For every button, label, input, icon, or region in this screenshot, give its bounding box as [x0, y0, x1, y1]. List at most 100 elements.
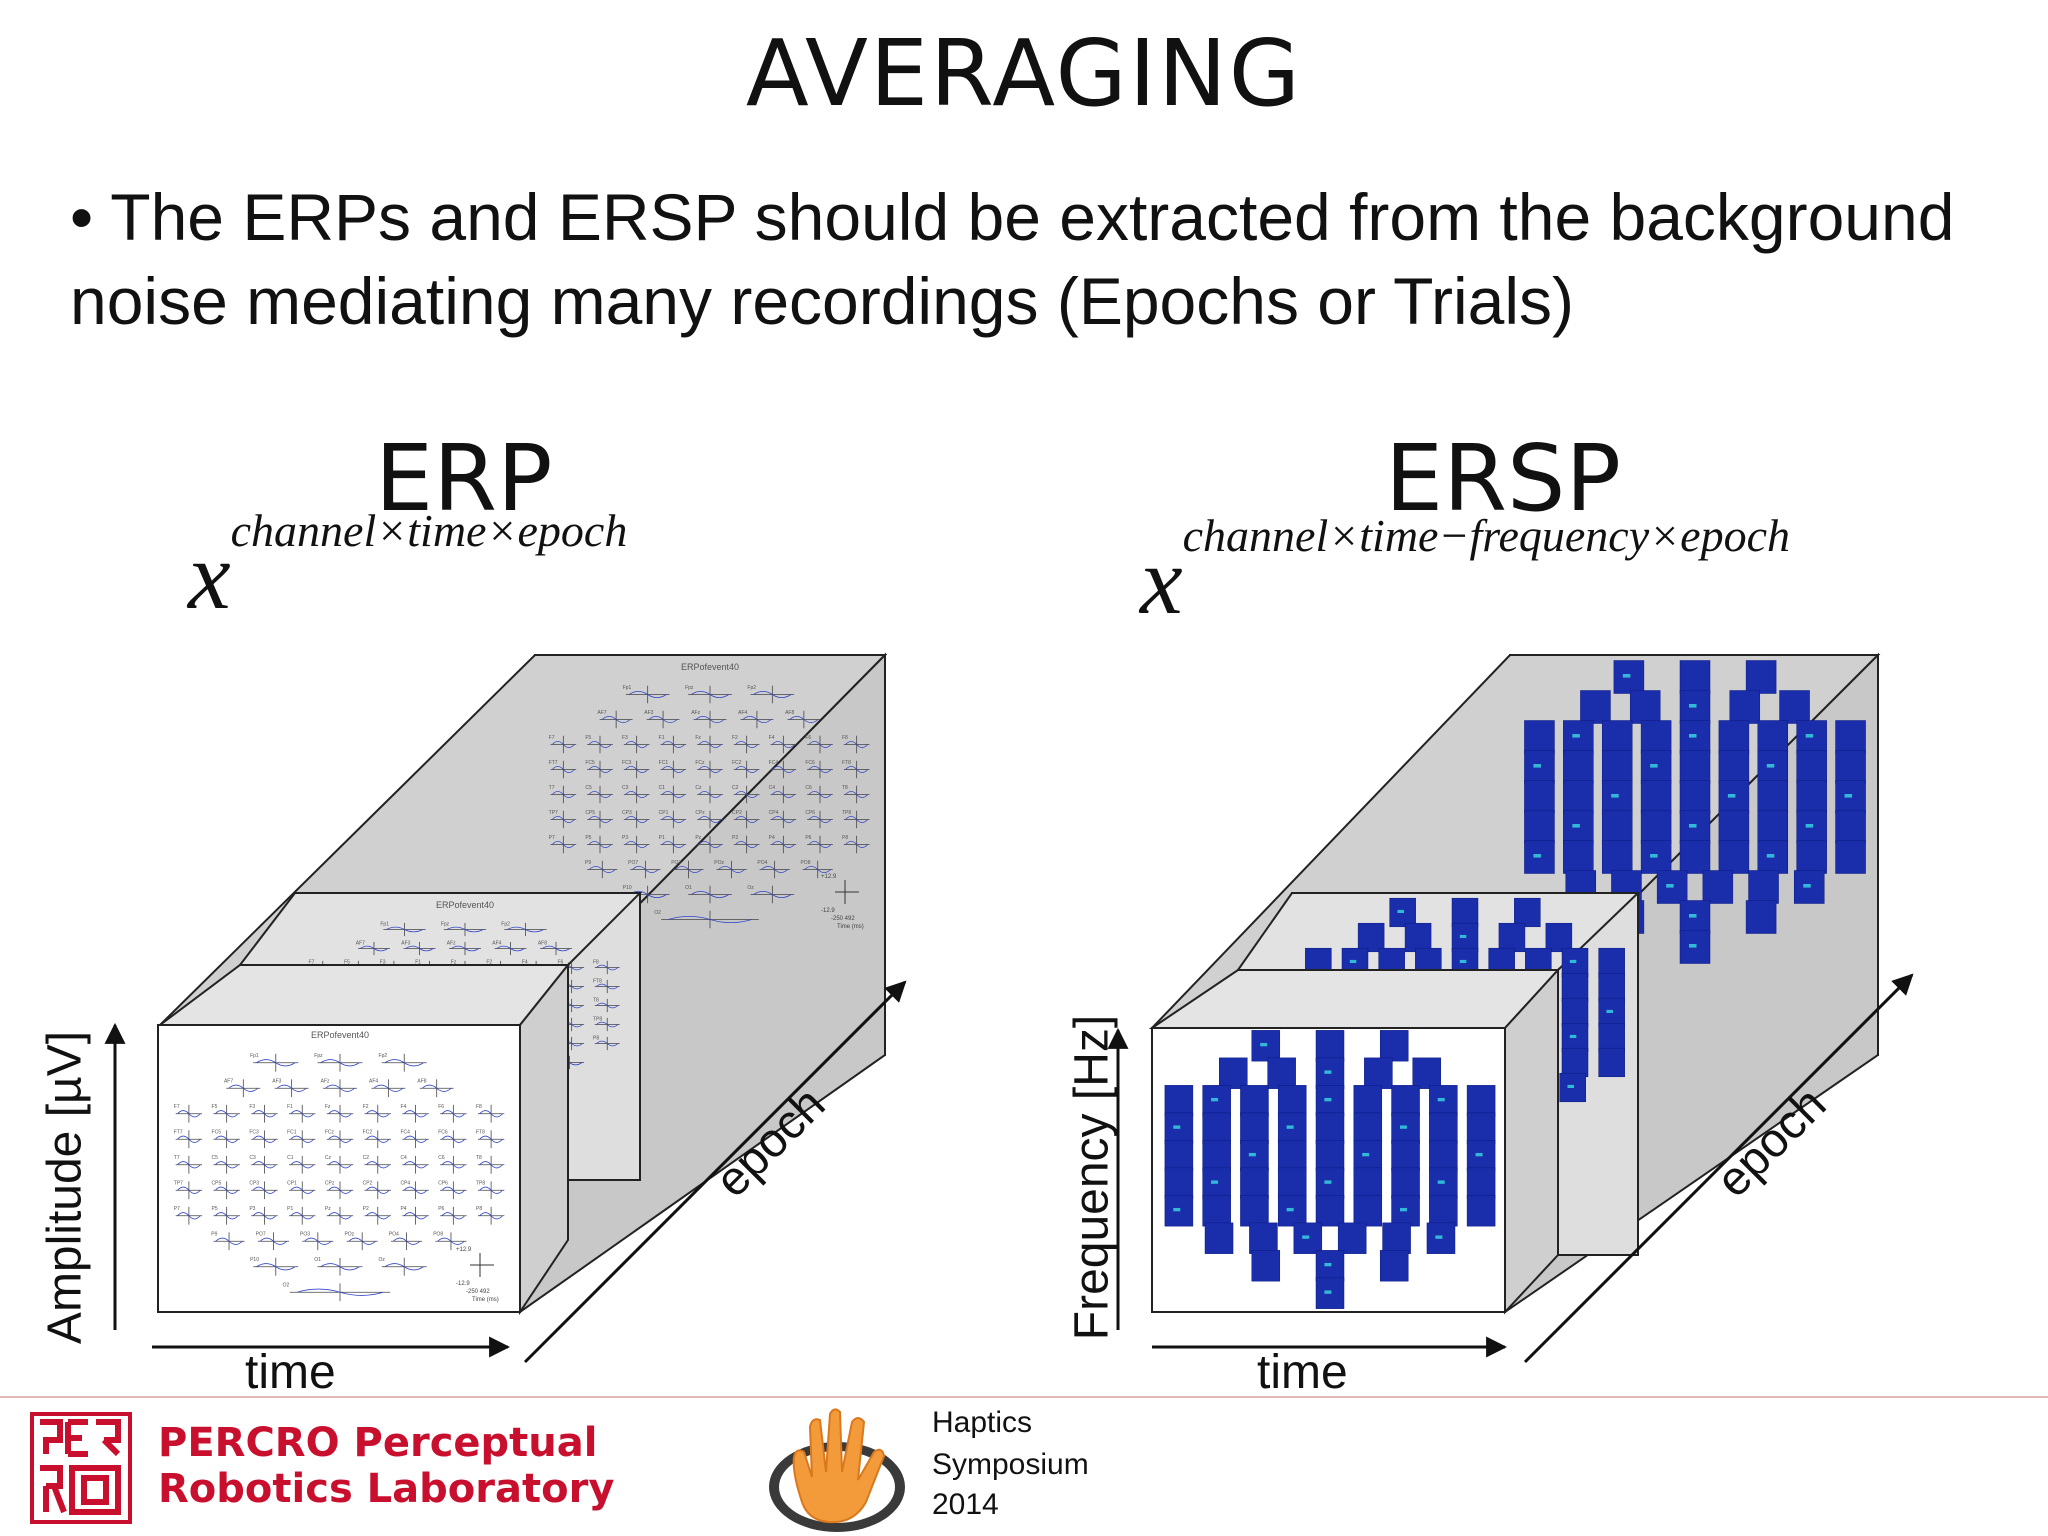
ersp-tile-highlight — [1324, 1262, 1332, 1267]
erp-trace — [403, 1135, 428, 1143]
channel-label: F4 — [400, 1104, 406, 1110]
erp-trace — [753, 690, 792, 699]
channel-label: AF8 — [785, 710, 794, 716]
ersp-tile — [1702, 870, 1734, 904]
ersp-tile-highlight — [1689, 944, 1697, 948]
ersp-tile — [1202, 1140, 1231, 1172]
erp-trace — [735, 815, 758, 824]
ersp-tile-highlight — [1324, 1070, 1332, 1074]
channel-label: C4 — [769, 785, 776, 791]
channel-label: Fpz — [685, 685, 694, 691]
bullet-text: • The ERPs and ERSP should be extracted … — [70, 180, 1955, 338]
ersp-tile-highlight — [1533, 854, 1541, 858]
erp-trace — [588, 815, 612, 824]
ersp-tile — [1240, 1112, 1269, 1144]
erp-trace — [320, 1059, 360, 1067]
ersp-tile — [1679, 840, 1711, 874]
ersp-tile-highlight — [1248, 1152, 1256, 1157]
channel-label: FC2 — [732, 760, 742, 766]
ersp-tile — [1598, 947, 1625, 978]
erp-trace — [772, 840, 795, 849]
erp-trace — [256, 1059, 296, 1067]
erp-trace — [625, 740, 648, 749]
channel-label: F4 — [769, 735, 775, 741]
erp-trace — [845, 815, 868, 824]
erp-trace — [392, 1237, 421, 1245]
ersp-tile — [1315, 1030, 1345, 1062]
channel-label: T8 — [593, 997, 599, 1003]
ersp-formula-base: x — [1140, 527, 1183, 634]
channel-label: Oz — [379, 1257, 386, 1263]
channel-label: Fz — [451, 959, 457, 965]
erp-trace — [215, 1212, 239, 1220]
ersp-tile — [1679, 660, 1711, 694]
channel-label: P7 — [549, 835, 555, 841]
slide-title: AVERAGING — [745, 20, 1303, 127]
erp-trace — [808, 740, 832, 749]
erp-trace — [384, 1059, 424, 1067]
channel-label: CP2 — [363, 1181, 373, 1187]
ersp-tile-highlight — [1606, 1009, 1613, 1014]
erp-x-axis-label: time — [245, 1346, 336, 1399]
erp-trace — [845, 790, 868, 799]
erp-trace — [215, 1135, 239, 1143]
scale-label: -250 492 — [466, 1289, 490, 1295]
ersp-tile — [1267, 1057, 1296, 1089]
channel-label: TP8 — [593, 1016, 602, 1022]
erp-trace — [735, 765, 758, 774]
ersp-tile — [1745, 900, 1777, 934]
channel-label: P3 — [249, 1206, 255, 1212]
channel-label: CP4 — [769, 810, 779, 816]
erp-trace — [403, 1186, 428, 1194]
erp-trace — [662, 740, 685, 749]
ersp-tile — [1561, 972, 1589, 1003]
ersp-tile-highlight — [1650, 854, 1658, 858]
channel-label: Fp1 — [380, 921, 389, 927]
erp-formula-base: x — [188, 522, 231, 629]
channel-label: FT7 — [174, 1130, 183, 1136]
channel-label: Fp2 — [747, 685, 756, 691]
erp-trace — [662, 840, 685, 849]
ersp-tile — [1164, 1167, 1194, 1199]
erp-trace — [742, 715, 772, 724]
channel-label: O2 — [283, 1283, 290, 1289]
ersp-tile-highlight — [1689, 914, 1697, 918]
channel-label: P7 — [174, 1206, 180, 1212]
ersp-tile-highlight — [1437, 1097, 1445, 1102]
erp-trace — [177, 1212, 201, 1220]
channel-label: O2 — [654, 910, 661, 916]
erp-trace — [735, 790, 758, 799]
channel-label: Fpz — [441, 921, 450, 927]
ersp-tile-highlight — [1459, 934, 1467, 939]
erp-trace — [668, 915, 752, 924]
channel-label: CP3 — [249, 1181, 259, 1187]
erp-trace — [772, 765, 795, 774]
erp-map-title: ERPofevent40 — [311, 1030, 369, 1040]
ersp-tile — [1679, 780, 1711, 814]
erp-trace — [552, 840, 575, 849]
erp-trace — [662, 790, 685, 799]
erp-trace — [507, 926, 544, 933]
channel-label: P4 — [400, 1206, 406, 1212]
ersp-tile — [1729, 690, 1761, 724]
ersp-tile-highlight — [1611, 794, 1619, 798]
ersp-tile-highlight — [1459, 959, 1467, 964]
erp-trace — [662, 765, 685, 774]
channel-label: P6 — [438, 1206, 444, 1212]
channel-label: O1 — [314, 1257, 321, 1263]
channel-label: FC4 — [400, 1130, 410, 1136]
ersp-tile — [1563, 840, 1594, 874]
erp-trace — [596, 1002, 619, 1009]
erp-trace — [252, 1135, 277, 1143]
ersp-x-axis-label: time — [1257, 1346, 1348, 1399]
ersp-tile — [1629, 690, 1661, 724]
channel-label: AF3 — [644, 710, 653, 716]
ersp-tile — [1498, 922, 1526, 953]
channel-label: Fpz — [314, 1053, 323, 1059]
erp-trace — [215, 1237, 243, 1245]
ersp-tile-highlight — [1572, 734, 1580, 738]
ersp-tile-highlight — [1803, 884, 1811, 888]
ersp-tile-highlight — [1286, 1125, 1294, 1129]
channel-label: P4 — [769, 835, 775, 841]
channel-label: AF4 — [492, 940, 501, 946]
